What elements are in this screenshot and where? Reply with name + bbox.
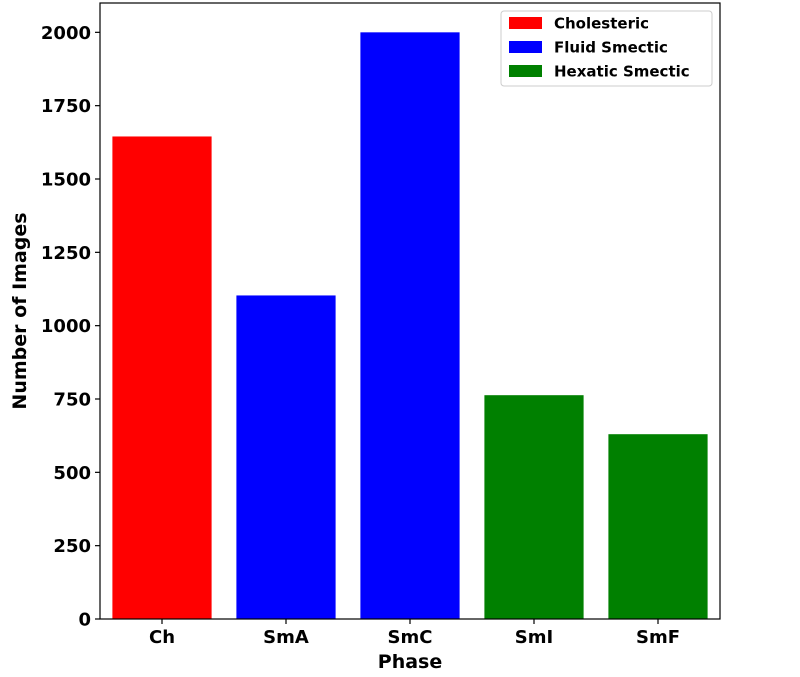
x-tick-label-ch: Ch [149,627,175,648]
bar-smf [608,434,708,619]
x-tick-label-sma: SmA [263,627,309,648]
y-axis-label: Number of Images [9,212,31,409]
bar-smc [360,32,460,619]
x-tick-label-smc: SmC [388,627,433,648]
y-axis: 0 250 500 750 1000 1250 1500 1750 2000 [41,23,100,631]
bars-group [112,32,708,619]
x-tick-label-smf: SmF [636,627,680,648]
y-tick-label: 0 [78,610,91,631]
x-axis-label: Phase [378,651,442,673]
y-tick-label: 2000 [41,23,91,44]
legend-frame [500,10,713,87]
bar-smi [484,395,584,619]
legend: Cholesteric Fluid Smectic Hexatic Smectic [500,10,713,87]
y-tick-label: 750 [53,390,91,411]
x-tick-label-smi: SmI [515,627,553,648]
y-tick-label: 1750 [41,96,91,117]
y-tick-label: 500 [53,463,91,484]
legend-swatch-fluid-smectic [509,41,542,53]
x-axis: Ch SmA SmC SmI SmF [149,619,680,648]
legend-label-cholesteric: Cholesteric [554,15,649,33]
legend-label-hexatic-smectic: Hexatic Smectic [554,63,690,81]
legend-swatch-cholesteric [509,17,542,29]
bar-sma [236,295,336,619]
legend-label-fluid-smectic: Fluid Smectic [554,39,668,57]
y-tick-label: 1000 [41,316,91,337]
bar-ch [112,136,212,619]
y-tick-label: 250 [53,536,91,557]
y-tick-label: 1250 [41,243,91,264]
legend-swatch-hexatic-smectic [509,65,542,77]
y-tick-label: 1500 [41,170,91,191]
